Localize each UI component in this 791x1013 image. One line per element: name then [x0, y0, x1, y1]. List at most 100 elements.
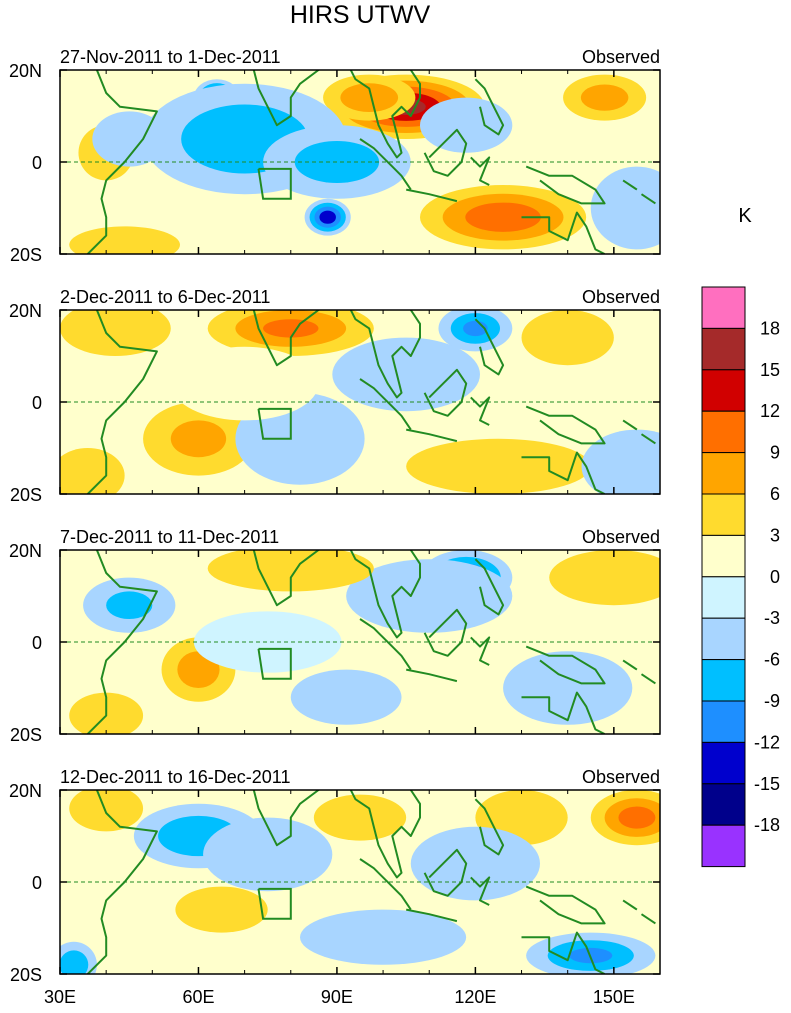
contour-blob-3-level-1 [203, 817, 333, 892]
coastline-3 [251, 790, 320, 847]
contour-blob-4-level-1 [60, 448, 125, 494]
coastline-12 [622, 419, 638, 431]
coastline-7 [423, 128, 468, 177]
colorbar-cell-10 [701, 659, 746, 702]
coastline-9 [474, 558, 505, 616]
coastline-10 [525, 165, 606, 205]
analysis-box [257, 407, 292, 440]
contour-blob-8-level-1 [175, 886, 268, 933]
colorbar-label: 3 [770, 525, 780, 545]
figure-title: HIRS UTWV [290, 1, 431, 29]
colorbar-cell-13 [701, 783, 746, 826]
y-tick-label: 20N [9, 61, 42, 81]
coastline-5 [359, 858, 412, 911]
coastline-10 [525, 405, 606, 445]
x-tick-label: 90E [321, 987, 353, 1007]
colorbar-label: 12 [760, 401, 780, 421]
y-tick-label: 0 [32, 873, 42, 893]
panel-period-label: 27-Nov-2011 to 1-Dec-2011 [60, 47, 280, 67]
coastline-5 [359, 378, 412, 431]
contour-blob-5-level-1 [521, 310, 614, 366]
contour-blob-13-level-1 [420, 97, 513, 153]
contour-blob-4-level-3 [465, 202, 541, 232]
y-tick-label: 20S [10, 725, 42, 745]
coastline-12 [622, 659, 638, 671]
contour-blob-7-level-1 [549, 550, 660, 606]
coastline-4 [349, 310, 421, 399]
colorbar-label: -18 [754, 815, 780, 835]
analysis-box [257, 167, 292, 200]
y-tick-label: 20S [10, 245, 42, 265]
coastline-7 [423, 848, 468, 897]
contour-blob-3-level-2 [106, 591, 153, 619]
colorbar-label: -6 [764, 650, 780, 670]
colorbar-label: 15 [760, 360, 780, 380]
contour-blob-10-level-1 [332, 337, 480, 412]
x-tick-label: 60E [182, 987, 214, 1007]
colorbar-cell-8 [701, 576, 746, 619]
coastline-5 [359, 138, 412, 191]
colorbar-label: 0 [770, 567, 780, 587]
coastline-11 [521, 691, 606, 734]
colorbar-cell-2 [701, 327, 746, 371]
colorbar-label: 18 [760, 318, 780, 338]
contour-blob-4-level-1 [290, 669, 402, 725]
colorbar: 18 15 12 9 6 3 0 -3 -6 -9 -12 -15 -18 [701, 286, 780, 868]
anomaly-field [60, 790, 660, 974]
coastline-12 [622, 179, 638, 191]
x-axis: 30E 60E 90E 120E 150E [44, 987, 635, 1007]
panel-period-label: 7-Dec-2011 to 11-Dec-2011 [60, 527, 279, 547]
contour-blob-6-level-1 [207, 550, 374, 592]
contour-blob-5-level-1 [69, 226, 180, 254]
colorbar-label: -3 [764, 608, 780, 628]
contour-blob-12-level-1 [170, 346, 319, 421]
coastline-13 [640, 193, 656, 205]
contour-blob-2-level-1 [60, 310, 171, 356]
panel-period-label: 2-Dec-2011 to 6-Dec-2011 [60, 287, 270, 307]
coastline-13 [640, 913, 656, 925]
contour-blob-12-level-1 [590, 166, 660, 250]
coastline-4 [349, 550, 421, 639]
panel-4: 20N 0 20S 12-Dec-2011 to 16-Dec-2011 Observe… [9, 767, 661, 985]
contour-blob-12-level-1 [410, 826, 540, 901]
contour-blob-3-level-2 [580, 84, 629, 111]
coastline-5 [359, 618, 412, 671]
contour-blob-11-level-1 [581, 429, 660, 494]
coastline-8 [470, 876, 491, 906]
analysis-box [257, 887, 292, 920]
panels: 20N 0 20S 27-Nov-2011 to 1-Dec-2011 Observed… [9, 47, 661, 985]
coastline-9 [474, 78, 505, 136]
contour-blob-2-level-2 [340, 83, 399, 112]
coastline-11 [521, 451, 606, 494]
coastline-6 [406, 908, 458, 923]
coastline-8 [470, 156, 491, 186]
colorbar-cell-7 [701, 534, 746, 578]
contour-blob-2-level-1 [346, 559, 513, 633]
coastline-7 [423, 368, 468, 417]
coastline-4 [349, 70, 421, 159]
contour-blob-9-level-4 [319, 210, 336, 224]
panel-source-label: Observed [582, 47, 660, 67]
coastline-9 [474, 318, 505, 376]
coastline-11 [521, 211, 606, 254]
colorbar-cell-11 [701, 700, 746, 743]
coastline-13 [640, 433, 656, 445]
contour-blob-11-level-1 [92, 111, 167, 167]
coastline-10 [525, 645, 606, 685]
colorbar-cell-4 [701, 410, 746, 454]
coastline-6 [406, 188, 458, 203]
colorbar-label: 6 [770, 484, 780, 504]
contour-blob-10-level-1 [193, 611, 342, 673]
contour-blob-7-level-3 [618, 806, 656, 829]
colorbar-cell-5 [701, 452, 746, 495]
coastline-13 [640, 673, 656, 685]
anomaly-field [60, 550, 660, 734]
y-tick-label: 0 [32, 393, 42, 413]
coastline-7 [423, 608, 468, 657]
coastline-3 [251, 550, 320, 607]
colorbar-cell-6 [701, 493, 746, 536]
y-tick-label: 20N [9, 301, 42, 321]
panel-1: 20N 0 20S 27-Nov-2011 to 1-Dec-2011 Observed [9, 47, 661, 265]
contour-blob-9-level-1 [313, 794, 407, 841]
